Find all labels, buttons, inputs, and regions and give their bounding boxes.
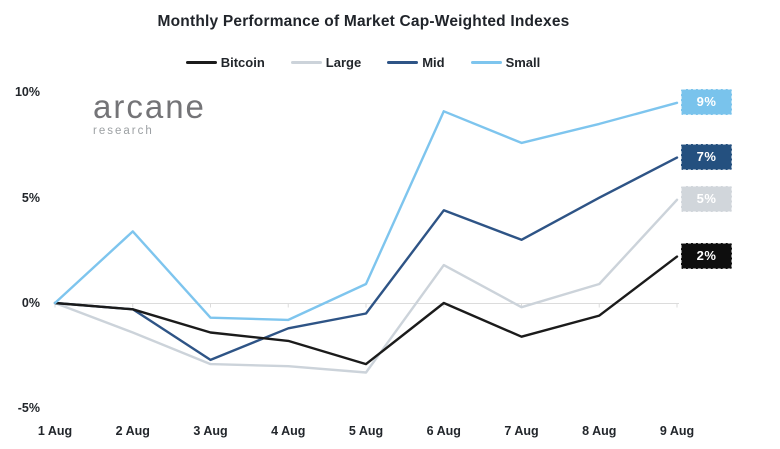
y-tick-label: 0%	[21, 296, 40, 310]
x-tick-label: 1 Aug	[37, 424, 73, 438]
legend-label: Small	[505, 55, 541, 70]
legend-item-bitcoin: Bitcoin	[185, 55, 265, 70]
legend-label: Large	[325, 55, 362, 70]
y-tick-label: 10%	[14, 85, 40, 100]
watermark-sub-text: research	[93, 125, 154, 137]
x-tick-label: 4 Aug	[271, 424, 306, 438]
legend-swatch-mid	[387, 61, 419, 64]
series-line-mid	[53, 156, 679, 362]
x-tick-label: 9 Aug	[659, 424, 695, 438]
x-tick-label: 6 Aug	[426, 424, 461, 438]
legend-item-mid: Mid	[387, 55, 445, 70]
legend-label: Mid	[422, 55, 445, 70]
x-tick-label: 7 Aug	[504, 424, 539, 438]
x-tick-label: 8 Aug	[582, 424, 617, 438]
watermark-brand-text: arcane	[93, 88, 206, 125]
legend-swatch-large	[290, 61, 322, 64]
y-tick-label: 5%	[21, 190, 40, 205]
watermark: arcane research	[93, 90, 206, 138]
series-line-small	[53, 101, 679, 322]
chart-title: Monthly Performance of Market Cap-Weight…	[157, 13, 570, 30]
legend-item-small: Small	[470, 55, 541, 70]
legend: Bitcoin Large Mid Small	[0, 55, 726, 70]
end-label-mid: 7%	[681, 143, 732, 170]
end-label-small: 9%	[681, 88, 732, 115]
legend-swatch-bitcoin	[185, 61, 217, 64]
x-tick-label: 3 Aug	[193, 424, 228, 438]
end-label-bitcoin: 2%	[681, 242, 732, 269]
y-tick-label: -5%	[17, 401, 40, 416]
end-label-large: 5%	[681, 185, 732, 212]
x-tick-label: 2 Aug	[115, 424, 150, 438]
series-line-large	[53, 198, 679, 374]
series-line-bitcoin	[53, 255, 679, 366]
legend-label: Bitcoin	[220, 55, 265, 70]
legend-item-large: Large	[290, 55, 362, 70]
x-tick-label: 5 Aug	[348, 424, 384, 438]
legend-swatch-small	[470, 61, 502, 64]
